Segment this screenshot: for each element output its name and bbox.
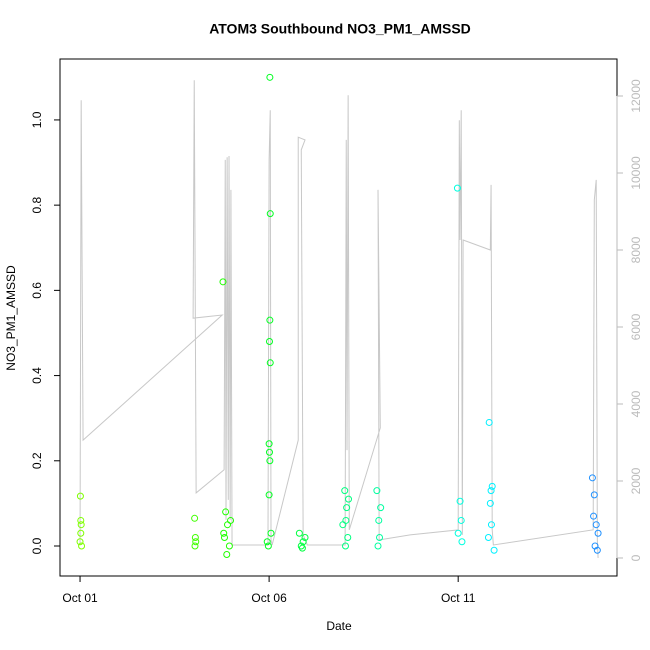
y2-tick-label: 4000: [629, 390, 643, 417]
data-point: [298, 544, 306, 552]
y-tick-label: 0.6: [30, 282, 44, 299]
data-point: [224, 521, 232, 529]
data-point: [590, 512, 598, 520]
data-point: [264, 542, 272, 550]
data-point: [485, 418, 493, 426]
x-axis-label: Date: [326, 619, 352, 633]
data-point: [78, 542, 86, 550]
data-point: [191, 514, 199, 522]
y2-tick-label: 0: [629, 554, 643, 561]
data-point: [458, 538, 466, 546]
data-point: [219, 278, 227, 286]
data-point: [490, 546, 498, 554]
chart-title: ATOM3 Southbound NO3_PM1_AMSSD: [209, 21, 471, 37]
data-point: [484, 533, 492, 541]
y2-tick-label: 6000: [629, 313, 643, 340]
data-point: [265, 448, 273, 456]
data-point: [267, 529, 275, 537]
data-point: [76, 492, 84, 500]
data-point: [265, 440, 273, 448]
y2-tick-label: 2000: [629, 467, 643, 494]
y-tick-label: 0.2: [30, 452, 44, 469]
data-point: [488, 482, 496, 490]
data-point: [590, 491, 598, 499]
y-axis-label: NO3_PM1_AMSSD: [4, 265, 18, 371]
data-point: [373, 487, 381, 495]
data-point: [223, 551, 231, 559]
data-point: [344, 533, 352, 541]
data-point: [76, 538, 84, 546]
data-point: [192, 538, 200, 546]
data-point: [220, 529, 228, 537]
y-tick-label: 0.8: [30, 196, 44, 213]
data-point: [263, 538, 271, 546]
y2-tick-label: 10000: [629, 156, 643, 190]
data-point: [77, 529, 85, 537]
data-point: [266, 210, 274, 218]
data-point: [265, 337, 273, 345]
data-point: [376, 533, 384, 541]
data-point: [295, 529, 303, 537]
data-point: [454, 529, 462, 537]
x-tick-label: Oct 11: [441, 591, 476, 605]
data-point: [453, 184, 461, 192]
data-point: [343, 504, 351, 512]
data-point: [301, 533, 309, 541]
data-point: [377, 504, 385, 512]
data-point: [374, 542, 382, 550]
y-tick-label: 1.0: [30, 111, 44, 128]
data-point: [222, 508, 230, 516]
data-point: [486, 499, 494, 507]
y-tick-label: 0.4: [30, 367, 44, 384]
data-point: [227, 516, 235, 524]
data-point: [456, 497, 464, 505]
data-point: [341, 487, 349, 495]
data-point: [77, 521, 85, 529]
data-point: [266, 73, 274, 81]
data-point: [345, 495, 353, 503]
data-point: [588, 474, 596, 482]
data-point: [375, 516, 383, 524]
data-point: [220, 533, 228, 541]
data-point: [592, 521, 600, 529]
data-point: [591, 542, 599, 550]
data-point: [266, 359, 274, 367]
data-point: [266, 316, 274, 324]
x-tick-label: Oct 01: [62, 591, 98, 605]
plot-frame: [59, 58, 618, 577]
y2-tick-label: 12000: [629, 79, 643, 113]
data-point: [342, 516, 350, 524]
x-tick-label: Oct 06: [251, 591, 287, 605]
y2-tick-label: 8000: [629, 236, 643, 263]
altitude-line: [79, 80, 599, 559]
data-point: [594, 529, 602, 537]
data-point: [77, 516, 85, 524]
data-point: [266, 457, 274, 465]
y-tick-label: 0.0: [30, 537, 44, 554]
data-point: [191, 533, 199, 541]
data-point: [265, 491, 273, 499]
data-point: [225, 542, 233, 550]
data-point: [457, 516, 465, 524]
data-point: [341, 542, 349, 550]
data-point: [593, 546, 601, 554]
data-point: [487, 521, 495, 529]
data-point: [487, 487, 495, 495]
data-point: [191, 542, 199, 550]
